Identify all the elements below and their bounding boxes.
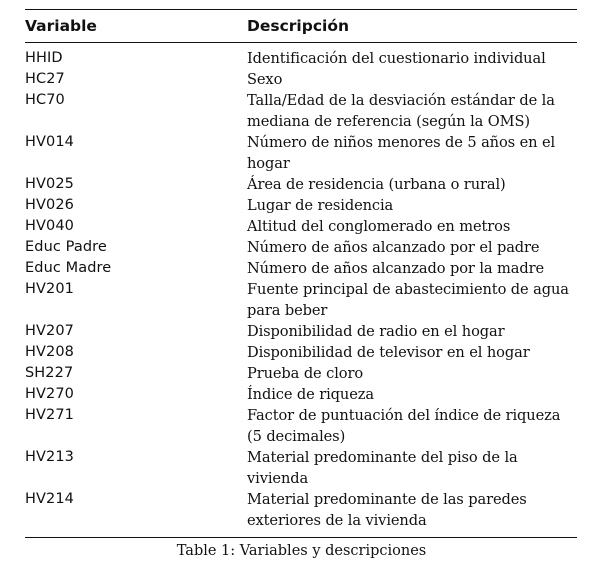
description-cell: Material predominante del piso de la viv… [247, 449, 518, 487]
header-row: Variable Descripción [25, 10, 577, 42]
table-row: HV201 Fuente principal de abastecimiento … [25, 279, 577, 321]
description-cell: Número de niños menores de 5 años en el … [247, 134, 556, 172]
description-cell: Disponibilidad de radio en el hogar [247, 323, 505, 340]
description-cell: Número de años alcanzado por la madre [247, 260, 545, 277]
table-body: HHID Identificación del cuestionario indi… [25, 43, 577, 537]
table-row: Educ Madre Número de años alcanzado por l… [25, 258, 577, 279]
variable-cell: HHID [25, 50, 63, 66]
top-rule [25, 9, 577, 10]
table-row: HC27 Sexo [25, 69, 577, 90]
table-caption: Table 1: Variables y descripciones [176, 543, 427, 559]
description-cell: Identificación del cuestionario individu… [247, 50, 546, 67]
description-cell: Fuente principal de abastecimiento de ag… [247, 281, 569, 319]
variable-cell: HV025 [25, 176, 74, 192]
variable-cell: HV214 [25, 491, 74, 507]
description-cell: Disponibilidad de televisor en el hogar [247, 344, 530, 361]
variables-table: Variable Descripción HHID Identificación … [25, 9, 577, 538]
table-row: HV207 Disponibilidad de radio en el hogar [25, 321, 577, 342]
table-row: HV213 Material predominante del piso de l… [25, 447, 577, 489]
description-cell: Lugar de residencia [247, 197, 394, 214]
table-row: SH227 Prueba de cloro [25, 363, 577, 384]
description-cell: Área de residencia (urbana o rural) [247, 176, 506, 193]
variable-cell: HV201 [25, 281, 74, 297]
table-row: HV208 Disponibilidad de televisor en el h… [25, 342, 577, 363]
table-row: HV025 Área de residencia (urbana o rural) [25, 174, 577, 195]
table-row: HC70 Talla/Edad de la desviación estándar… [25, 90, 577, 132]
description-cell: Material predominante de las paredes ext… [247, 491, 527, 529]
description-cell: Sexo [247, 71, 283, 88]
table-row: HV214 Material predominante de las parede… [25, 489, 577, 537]
table-row: HHID Identificación del cuestionario indi… [25, 43, 577, 69]
header-variable: Variable [25, 17, 97, 35]
table-row: HV026 Lugar de residencia [25, 195, 577, 216]
table-row: HV014 Número de niños menores de 5 años e… [25, 132, 577, 174]
description-cell: Prueba de cloro [247, 365, 364, 382]
variable-cell: HV270 [25, 386, 74, 402]
variable-cell: HC70 [25, 92, 65, 108]
table-row: HV040 Altitud del conglomerado en metros [25, 216, 577, 237]
variable-cell: HV208 [25, 344, 74, 360]
description-cell: Factor de puntuación del índice de rique… [247, 407, 561, 445]
header-description: Descripción [247, 17, 350, 35]
variable-cell: Educ Madre [25, 260, 112, 276]
table: Variable Descripción [25, 10, 577, 42]
description-cell: Número de años alcanzado por el padre [247, 239, 540, 256]
description-cell: Altitud del conglomerado en metros [247, 218, 511, 235]
variable-cell: HV040 [25, 218, 74, 234]
table-row: HV270 Índice de riqueza [25, 384, 577, 405]
table-row: Educ Padre Número de años alcanzado por e… [25, 237, 577, 258]
variable-cell: HC27 [25, 71, 65, 87]
variable-cell: HV014 [25, 134, 74, 150]
variable-cell: HV207 [25, 323, 74, 339]
variable-cell: SH227 [25, 365, 74, 381]
bottom-rule [25, 537, 577, 538]
variable-cell: HV213 [25, 449, 74, 465]
header-rule [25, 42, 577, 43]
table-row: HV271 Factor de puntuación del índice de … [25, 405, 577, 447]
variable-cell: HV026 [25, 197, 74, 213]
description-cell: Índice de riqueza [247, 386, 374, 403]
description-cell: Talla/Edad de la desviación estándar de … [247, 92, 555, 130]
variable-cell: Educ Padre [25, 239, 107, 255]
variable-cell: HV271 [25, 407, 74, 423]
